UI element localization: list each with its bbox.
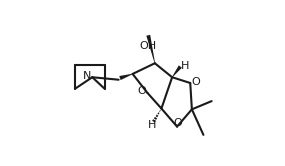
- Text: OH: OH: [139, 41, 156, 50]
- Polygon shape: [119, 74, 133, 80]
- Text: O: O: [138, 86, 146, 96]
- Text: H: H: [148, 120, 156, 130]
- Text: O: O: [174, 118, 182, 127]
- Text: O: O: [191, 77, 200, 87]
- Polygon shape: [146, 35, 155, 63]
- Text: H: H: [181, 61, 190, 71]
- Text: N: N: [83, 71, 91, 81]
- Polygon shape: [172, 65, 182, 77]
